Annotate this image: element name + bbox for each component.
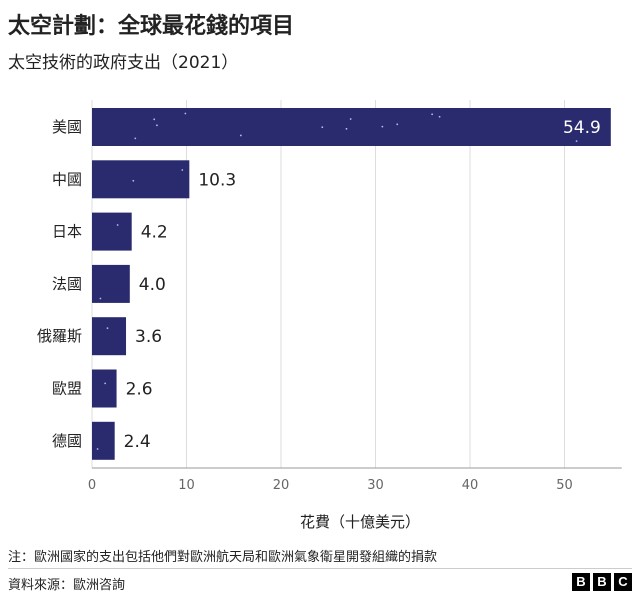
category-label: 日本	[52, 223, 82, 241]
bar	[92, 264, 130, 303]
category-label: 美國	[52, 118, 82, 136]
star-dot	[156, 124, 158, 127]
star-dot	[153, 118, 156, 121]
bar	[92, 421, 115, 460]
x-tick-label: 40	[462, 478, 479, 493]
category-label: 俄羅斯	[37, 327, 82, 345]
logo-letter: C	[614, 573, 632, 591]
category-label: 歐盟	[52, 380, 82, 398]
x-tick-label: 0	[88, 478, 96, 493]
star-dot	[134, 137, 137, 140]
value-label: 3.6	[135, 327, 162, 347]
star-dot	[431, 113, 434, 116]
star-dot	[104, 382, 107, 385]
bar	[92, 160, 190, 199]
star-dot	[96, 448, 99, 450]
star-dot	[438, 115, 441, 118]
x-tick-label: 10	[178, 478, 195, 493]
star-dot	[345, 127, 348, 130]
value-label: 10.3	[198, 170, 236, 190]
bar	[92, 369, 117, 408]
star-dot	[132, 179, 135, 182]
bar	[92, 317, 127, 356]
x-tick-label: 20	[273, 478, 290, 493]
bar-chart: 0 10 20 30 40 50 花費（十億美元） 美國 54.9 中國 10.3 日本 4.2 法國 4.…	[37, 100, 622, 531]
value-label: 54.9	[563, 118, 601, 138]
chart-subtitle: 太空技術的政府支出（2021）	[8, 53, 239, 73]
category-label: 中國	[52, 170, 82, 188]
star-dot	[184, 112, 187, 115]
star-dot	[349, 118, 352, 120]
footnote: 注：歐洲國家的支出包括他們對歐洲航天局和歐洲氣象衛星開發組織的捐款	[8, 550, 438, 565]
category-label: 法國	[52, 275, 82, 293]
source-text: 資料來源：歐洲咨詢	[8, 578, 126, 593]
star-dot	[381, 125, 384, 128]
value-label: 2.4	[124, 432, 151, 452]
chart-title: 太空計劃：全球最花錢的項目	[8, 14, 295, 39]
star-dot	[239, 134, 242, 137]
logo-letter: B	[593, 573, 611, 591]
logo-letter: B	[572, 573, 590, 591]
value-label: 2.6	[126, 380, 153, 400]
star-dot	[116, 224, 119, 226]
value-label: 4.0	[139, 275, 166, 295]
value-label: 4.2	[141, 223, 168, 243]
bbc-logo: B B C	[572, 573, 632, 591]
star-dot	[575, 140, 578, 142]
star-dot	[321, 126, 324, 129]
x-tick-label: 50	[556, 478, 573, 493]
category-label: 德國	[52, 432, 82, 450]
star-dot	[106, 327, 109, 330]
bar	[92, 108, 611, 146]
footer-divider	[8, 568, 632, 569]
x-tick-label: 30	[367, 478, 384, 493]
star-dot	[396, 123, 399, 126]
x-axis-label: 花費（十億美元）	[300, 513, 420, 531]
bar	[92, 212, 132, 251]
star-dot	[181, 169, 184, 171]
star-dot	[99, 297, 102, 300]
